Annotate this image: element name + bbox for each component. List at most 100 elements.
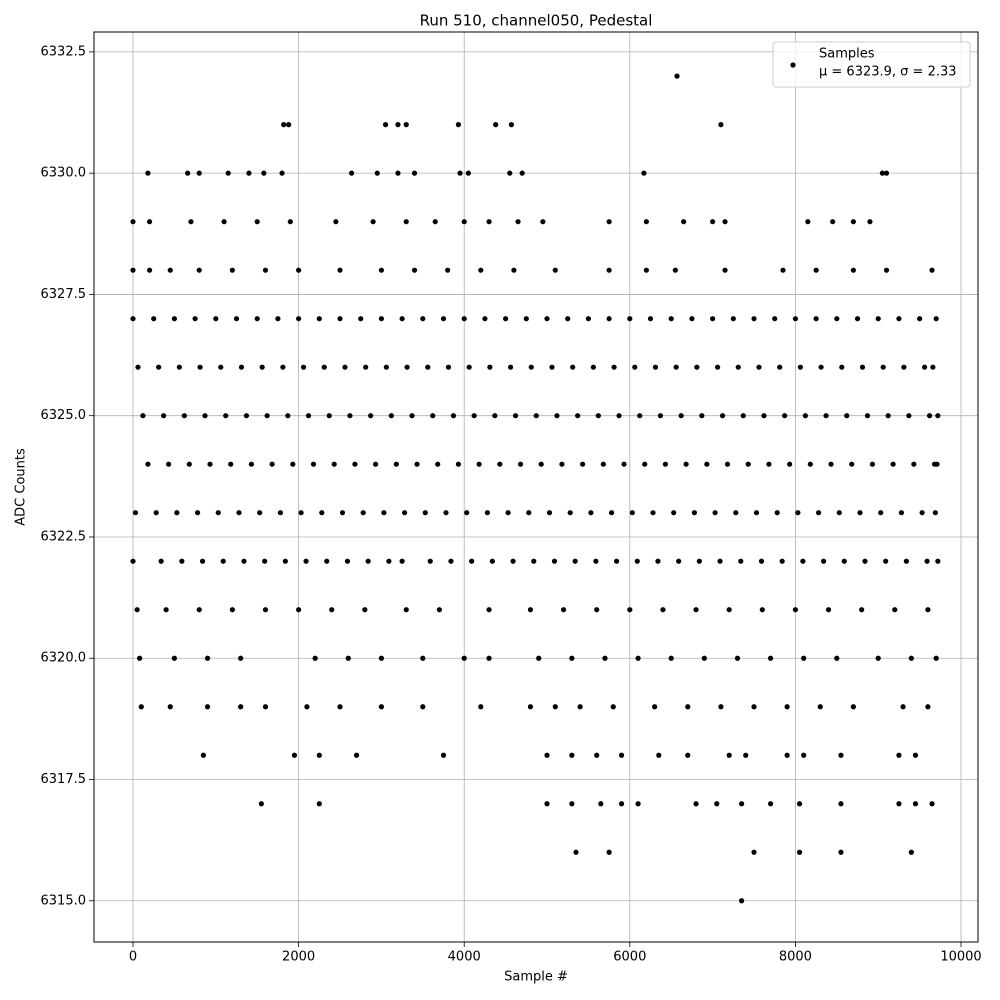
point [908, 849, 914, 855]
point [575, 413, 581, 419]
point [241, 558, 247, 564]
point [448, 558, 454, 564]
point [862, 558, 868, 564]
point [699, 413, 705, 419]
x-tick-label: 4000 [448, 950, 481, 965]
point [138, 704, 144, 710]
point [337, 316, 343, 322]
point [704, 461, 710, 467]
point [312, 655, 318, 661]
point [469, 558, 475, 564]
point [466, 364, 472, 370]
point [445, 364, 452, 370]
point [712, 510, 718, 516]
point [196, 267, 202, 273]
point [440, 316, 447, 322]
point [337, 267, 343, 273]
point [828, 461, 834, 467]
point [869, 461, 876, 467]
point [621, 461, 627, 467]
point [820, 558, 827, 564]
point [602, 655, 608, 661]
point [290, 461, 296, 467]
point [145, 461, 151, 467]
point [823, 413, 829, 419]
point [414, 461, 420, 467]
point [701, 655, 707, 661]
point [137, 655, 143, 661]
point [517, 461, 524, 467]
point [850, 267, 856, 273]
point [838, 752, 844, 758]
chart-title: Run 510, channel050, Pedestal [420, 12, 653, 30]
point [238, 655, 244, 661]
point [580, 461, 586, 467]
legend: Samples μ = 6323.9, σ = 2.33 [772, 41, 971, 88]
point [370, 219, 376, 225]
point [671, 510, 677, 516]
point [570, 364, 576, 370]
point [223, 413, 229, 419]
point [606, 316, 612, 322]
point [404, 364, 410, 370]
point [486, 655, 492, 661]
point [213, 316, 219, 322]
point [780, 267, 786, 273]
point [403, 607, 409, 613]
point [792, 316, 799, 322]
point [883, 558, 889, 564]
point [929, 801, 935, 807]
point [174, 510, 180, 516]
point [243, 413, 250, 419]
point [722, 267, 728, 273]
point [236, 510, 242, 516]
point [634, 558, 640, 564]
point [896, 752, 902, 758]
point [551, 558, 558, 564]
point [455, 122, 462, 128]
point [784, 752, 790, 758]
point [218, 364, 224, 370]
point [807, 461, 813, 467]
point [800, 558, 806, 564]
point [329, 607, 335, 613]
point [613, 558, 620, 564]
point [921, 364, 928, 370]
point [347, 413, 353, 419]
point [420, 316, 426, 322]
point [310, 461, 317, 467]
point [135, 364, 141, 370]
point [296, 316, 302, 322]
point [751, 849, 757, 855]
point [285, 413, 291, 419]
legend-label: Samples [819, 47, 875, 62]
point [875, 316, 881, 322]
point [145, 170, 151, 176]
point [179, 558, 185, 564]
point [204, 704, 211, 710]
point [254, 219, 260, 225]
point [933, 316, 939, 322]
point [560, 607, 567, 613]
point [261, 170, 267, 176]
point [262, 607, 269, 613]
point [282, 558, 288, 564]
point [777, 364, 783, 370]
point [508, 122, 515, 128]
point [595, 413, 601, 419]
point [316, 801, 322, 807]
point [435, 461, 441, 467]
point [598, 801, 604, 807]
points [130, 73, 941, 904]
point [710, 219, 716, 225]
point [839, 364, 845, 370]
point [652, 704, 658, 710]
point [229, 267, 235, 273]
point [238, 704, 244, 710]
point [880, 364, 886, 370]
point [207, 461, 213, 467]
point [738, 558, 744, 564]
point [411, 170, 418, 176]
point [787, 461, 793, 467]
point [879, 170, 885, 176]
